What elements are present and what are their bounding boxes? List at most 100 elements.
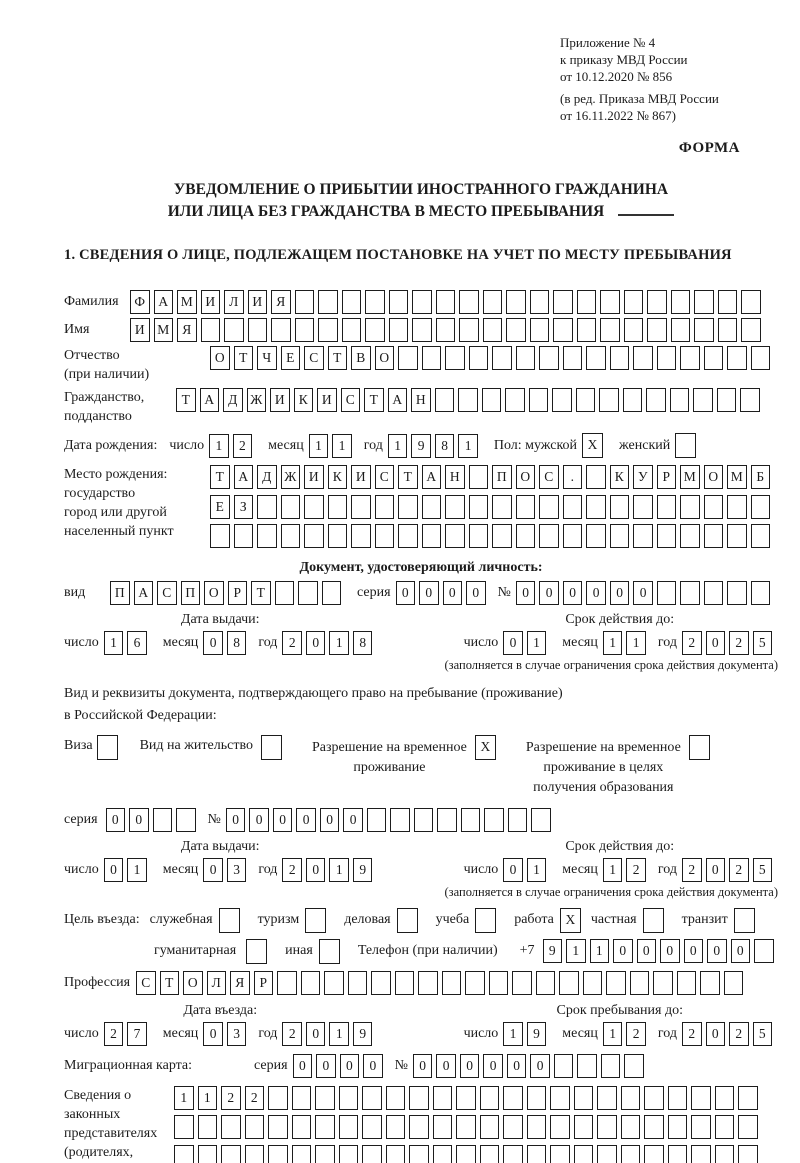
surname-cell[interactable] bbox=[670, 290, 690, 314]
representative-cell[interactable] bbox=[432, 1085, 452, 1110]
surname-cell[interactable] bbox=[529, 290, 549, 314]
profession-cell[interactable] bbox=[394, 970, 414, 995]
representative-cell[interactable] bbox=[573, 1085, 593, 1110]
representative-cell[interactable] bbox=[409, 1144, 429, 1163]
birthplace-cell[interactable]: М bbox=[680, 465, 700, 489]
citizenship-cell[interactable]: Ж bbox=[246, 388, 266, 412]
citizenship-cell[interactable]: С bbox=[340, 388, 360, 412]
surname-cell[interactable] bbox=[459, 290, 479, 314]
patronymic-cell[interactable]: В bbox=[351, 346, 371, 370]
birthplace-cell[interactable] bbox=[233, 524, 253, 548]
surname-cell[interactable] bbox=[435, 290, 455, 314]
profession-cell[interactable] bbox=[723, 970, 743, 995]
migration-number-cell[interactable]: 0 bbox=[506, 1053, 527, 1078]
patronymic-cell[interactable] bbox=[750, 346, 770, 370]
citizenship-cell[interactable]: И bbox=[317, 388, 337, 412]
stay-day-cell[interactable]: 9 bbox=[526, 1021, 547, 1046]
representative-cell[interactable] bbox=[526, 1144, 546, 1163]
patronymic-cell[interactable] bbox=[562, 346, 582, 370]
representative-cell[interactable] bbox=[221, 1115, 241, 1139]
representative-cell[interactable]: 1 bbox=[174, 1085, 194, 1110]
given-name-cell[interactable]: Я bbox=[177, 318, 197, 342]
patronymic-cell[interactable] bbox=[656, 346, 676, 370]
given-name-cell[interactable] bbox=[647, 318, 667, 342]
birth-month-cell[interactable]: 1 bbox=[308, 433, 329, 458]
doc-valid-year-cell[interactable]: 5 bbox=[752, 630, 772, 655]
citizenship-cell[interactable] bbox=[434, 388, 454, 412]
birthplace-cell[interactable]: П bbox=[492, 465, 512, 489]
representative-cell[interactable] bbox=[597, 1115, 617, 1139]
stay-day-cell[interactable]: 1 bbox=[503, 1021, 523, 1046]
birthplace-cell[interactable] bbox=[398, 524, 418, 548]
given-name-cell[interactable] bbox=[294, 318, 314, 342]
birth-year-cell[interactable]: 1 bbox=[458, 433, 478, 458]
citizenship-cell[interactable] bbox=[693, 388, 713, 412]
stay-year-cell[interactable]: 2 bbox=[729, 1021, 749, 1046]
representative-cell[interactable] bbox=[667, 1115, 687, 1139]
birthplace-cell[interactable] bbox=[727, 524, 747, 548]
doc-issue-day-cell[interactable]: 1 bbox=[103, 630, 124, 655]
representative-cell[interactable]: 2 bbox=[221, 1085, 241, 1110]
representative-cell[interactable] bbox=[409, 1115, 429, 1139]
citizenship-cell[interactable]: Д bbox=[223, 388, 243, 412]
given-name-cell[interactable] bbox=[200, 318, 220, 342]
patronymic-cell[interactable] bbox=[468, 346, 488, 370]
profession-cell[interactable]: О bbox=[183, 970, 203, 995]
patronymic-cell[interactable]: Е bbox=[280, 346, 300, 370]
permit-number-cell[interactable]: 0 bbox=[249, 807, 269, 832]
representative-cell[interactable] bbox=[268, 1144, 288, 1163]
given-name-cell[interactable] bbox=[694, 318, 714, 342]
birthplace-cell[interactable] bbox=[539, 524, 559, 548]
permit-valid-day-cell[interactable]: 0 bbox=[503, 857, 523, 882]
patronymic-cell[interactable]: Ч bbox=[257, 346, 277, 370]
citizenship-cell[interactable]: И bbox=[270, 388, 290, 412]
birthplace-cell[interactable]: И bbox=[304, 465, 324, 489]
birthplace-cell[interactable] bbox=[750, 524, 770, 548]
representative-cell[interactable] bbox=[362, 1115, 382, 1139]
profession-cell[interactable] bbox=[347, 970, 367, 995]
representative-cell[interactable] bbox=[714, 1144, 734, 1163]
birthplace-cell[interactable] bbox=[562, 524, 582, 548]
profession-cell[interactable] bbox=[277, 970, 297, 995]
permit-number-cell[interactable] bbox=[366, 807, 387, 832]
patronymic-cell[interactable] bbox=[586, 346, 606, 370]
profession-cell[interactable] bbox=[629, 970, 649, 995]
patronymic-cell[interactable]: О bbox=[210, 346, 230, 370]
representative-cell[interactable] bbox=[550, 1085, 570, 1110]
representative-cell[interactable] bbox=[620, 1115, 640, 1139]
birthplace-cell[interactable]: С bbox=[374, 465, 394, 489]
representative-cell[interactable] bbox=[738, 1115, 758, 1139]
profession-cell[interactable]: Р bbox=[253, 970, 273, 995]
birthplace-cell[interactable]: М bbox=[727, 465, 747, 489]
surname-cell[interactable] bbox=[694, 290, 714, 314]
given-name-cell[interactable] bbox=[247, 318, 267, 342]
given-name-cell[interactable] bbox=[388, 318, 408, 342]
profession-cell[interactable] bbox=[300, 970, 320, 995]
doc-number-cell[interactable]: 0 bbox=[609, 580, 630, 605]
representative-cell[interactable] bbox=[432, 1144, 452, 1163]
doc-issue-year-cell[interactable]: 1 bbox=[329, 630, 349, 655]
citizenship-cell[interactable] bbox=[740, 388, 760, 412]
stay-year-cell[interactable]: 5 bbox=[752, 1021, 772, 1046]
profession-cell[interactable]: Л bbox=[206, 970, 226, 995]
doc-series-cell[interactable]: 0 bbox=[442, 580, 463, 605]
business-checkbox[interactable] bbox=[396, 907, 418, 933]
phone-digit-cell[interactable]: 1 bbox=[589, 939, 610, 963]
representative-cell[interactable] bbox=[268, 1115, 288, 1139]
citizenship-cell[interactable] bbox=[622, 388, 642, 412]
phone-digit-cell[interactable]: 0 bbox=[683, 939, 704, 963]
birthplace-cell[interactable] bbox=[656, 524, 676, 548]
doc-number-cell[interactable] bbox=[750, 580, 771, 605]
birthplace-cell[interactable]: У bbox=[633, 465, 653, 489]
surname-cell[interactable] bbox=[647, 290, 667, 314]
surname-cell[interactable] bbox=[318, 290, 338, 314]
birth-month-cell[interactable]: 1 bbox=[332, 433, 352, 458]
doc-valid-year-cell[interactable]: 0 bbox=[705, 630, 725, 655]
migration-series-cell[interactable]: 0 bbox=[316, 1053, 336, 1078]
representative-cell[interactable] bbox=[479, 1144, 499, 1163]
surname-cell[interactable]: Я bbox=[271, 290, 291, 314]
birthplace-cell[interactable] bbox=[398, 494, 418, 519]
birthplace-cell[interactable] bbox=[609, 524, 629, 548]
permit-issue-day-cell[interactable]: 0 bbox=[103, 857, 124, 882]
given-name-cell[interactable] bbox=[506, 318, 526, 342]
